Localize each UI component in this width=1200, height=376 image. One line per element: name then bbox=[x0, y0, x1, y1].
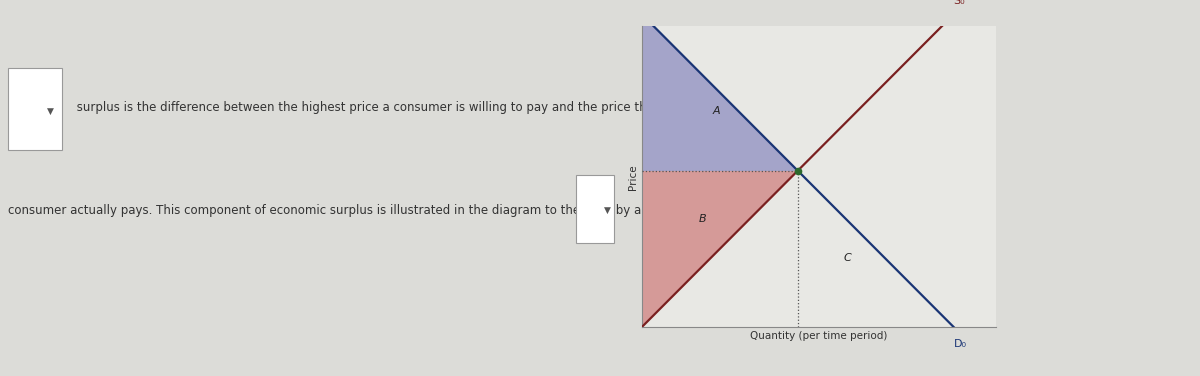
Text: S₀: S₀ bbox=[954, 0, 965, 6]
FancyBboxPatch shape bbox=[7, 68, 61, 150]
X-axis label: Quantity (per time period): Quantity (per time period) bbox=[750, 331, 888, 341]
FancyBboxPatch shape bbox=[576, 175, 613, 243]
Polygon shape bbox=[642, 171, 798, 327]
Text: surplus is the difference between the highest price a consumer is willing to pay: surplus is the difference between the hi… bbox=[73, 101, 654, 114]
Y-axis label: Price: Price bbox=[628, 164, 638, 190]
Polygon shape bbox=[642, 15, 798, 171]
Text: ▼: ▼ bbox=[604, 206, 611, 215]
Text: C: C bbox=[844, 253, 851, 263]
Text: ▼: ▼ bbox=[48, 106, 54, 115]
Text: A: A bbox=[713, 106, 720, 115]
Text: B: B bbox=[698, 214, 706, 224]
Text: D₀: D₀ bbox=[954, 339, 966, 349]
Text: consumer actually pays. This component of economic surplus is illustrated in the: consumer actually pays. This component o… bbox=[7, 204, 660, 217]
